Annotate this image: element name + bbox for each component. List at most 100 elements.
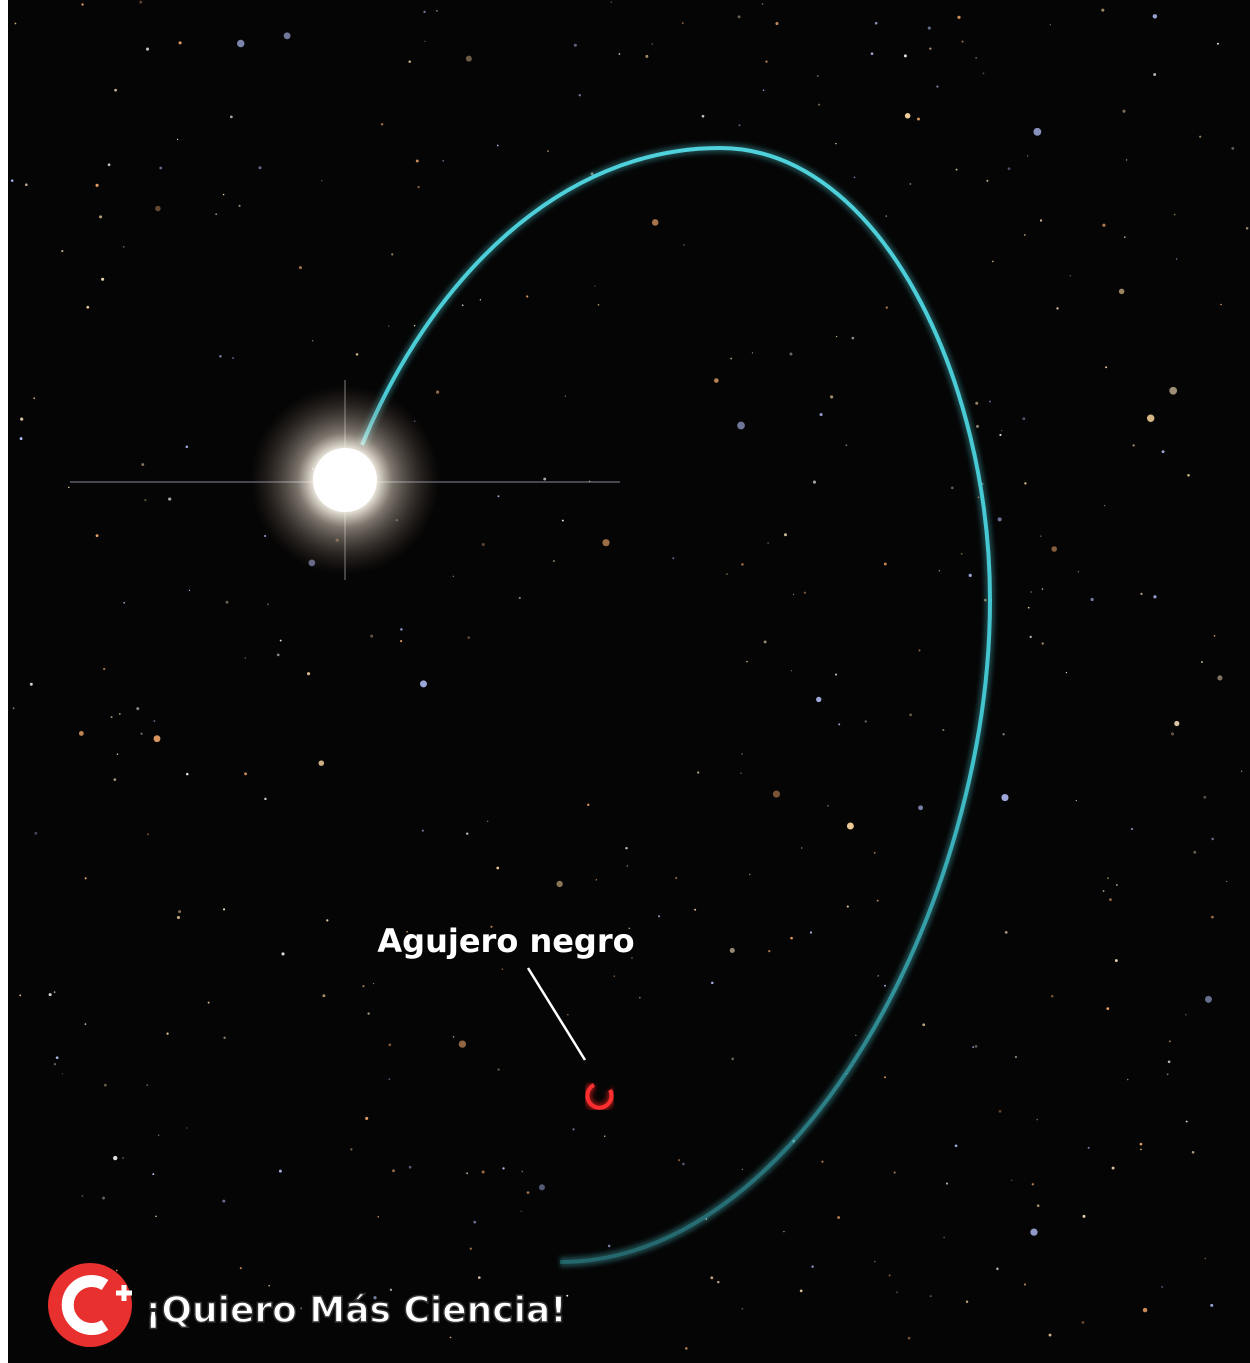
star — [749, 874, 751, 876]
star — [682, 1163, 685, 1166]
star — [237, 40, 244, 47]
star — [487, 821, 488, 822]
star — [765, 60, 767, 62]
star — [855, 1035, 856, 1036]
star — [321, 180, 322, 181]
star — [388, 325, 389, 326]
star — [422, 830, 424, 832]
star — [1140, 1143, 1143, 1146]
star — [1211, 838, 1214, 841]
star — [565, 395, 566, 396]
star — [453, 576, 454, 577]
star — [13, 707, 15, 709]
star — [1056, 307, 1058, 309]
star — [763, 89, 765, 91]
star — [800, 1289, 803, 1292]
star — [678, 1159, 680, 1161]
star — [527, 1191, 530, 1194]
star — [830, 395, 833, 398]
star — [123, 602, 125, 604]
star — [1161, 1286, 1163, 1288]
star — [436, 390, 439, 393]
star — [737, 422, 745, 430]
star — [139, 1, 142, 4]
star — [350, 1148, 352, 1150]
star — [391, 253, 393, 255]
star — [11, 179, 14, 182]
star — [81, 3, 83, 5]
star — [877, 900, 879, 902]
star — [762, 3, 764, 5]
star — [144, 499, 146, 501]
star — [572, 1128, 574, 1130]
star — [466, 56, 472, 62]
star — [614, 975, 616, 977]
star — [245, 657, 246, 658]
star — [639, 997, 640, 998]
star — [111, 716, 113, 718]
star — [223, 194, 224, 195]
star — [943, 1237, 944, 1238]
star — [117, 753, 119, 755]
star — [377, 1216, 379, 1218]
star — [889, 1274, 891, 1276]
star — [1205, 996, 1212, 1003]
star — [277, 653, 280, 656]
star — [284, 32, 291, 39]
star — [837, 1216, 840, 1219]
star — [1217, 43, 1219, 45]
star — [1042, 588, 1044, 590]
star — [223, 908, 225, 910]
star — [240, 1267, 242, 1269]
star — [1040, 535, 1042, 537]
star — [482, 543, 485, 546]
star — [1226, 881, 1227, 882]
star — [147, 833, 149, 835]
star — [999, 434, 1001, 436]
star — [1030, 1229, 1037, 1236]
star — [123, 246, 125, 248]
star — [81, 1195, 83, 1197]
star — [1192, 1151, 1195, 1154]
star — [619, 53, 621, 55]
star — [986, 180, 988, 182]
star — [119, 713, 121, 715]
star — [961, 553, 963, 555]
star — [222, 1200, 225, 1203]
star — [904, 54, 907, 57]
star — [836, 336, 837, 337]
star — [238, 205, 240, 207]
star — [322, 994, 325, 997]
star — [741, 753, 742, 754]
star — [1140, 1149, 1142, 1151]
star — [816, 697, 821, 702]
star — [478, 1276, 481, 1279]
star — [473, 1221, 476, 1224]
star — [939, 570, 940, 571]
star — [672, 557, 674, 559]
star — [462, 304, 464, 306]
star — [764, 640, 767, 643]
star — [1143, 1308, 1147, 1312]
star — [955, 1144, 958, 1147]
star — [258, 166, 261, 169]
star — [1011, 1180, 1012, 1181]
star — [497, 1068, 499, 1070]
star — [453, 1036, 455, 1038]
space-image: Agujero negro ¡Quiero Más Ciencia! — [0, 0, 1250, 1363]
star — [1220, 304, 1222, 306]
star — [951, 486, 954, 489]
star — [1167, 1073, 1169, 1075]
star — [299, 266, 302, 269]
star — [1015, 1056, 1017, 1058]
star — [177, 139, 178, 140]
star — [567, 1014, 568, 1015]
star — [711, 982, 714, 985]
star — [811, 1265, 814, 1268]
star — [874, 1261, 876, 1263]
star — [159, 167, 162, 170]
star — [587, 804, 589, 806]
star — [918, 649, 920, 651]
star — [409, 61, 411, 63]
star — [821, 1161, 823, 1163]
